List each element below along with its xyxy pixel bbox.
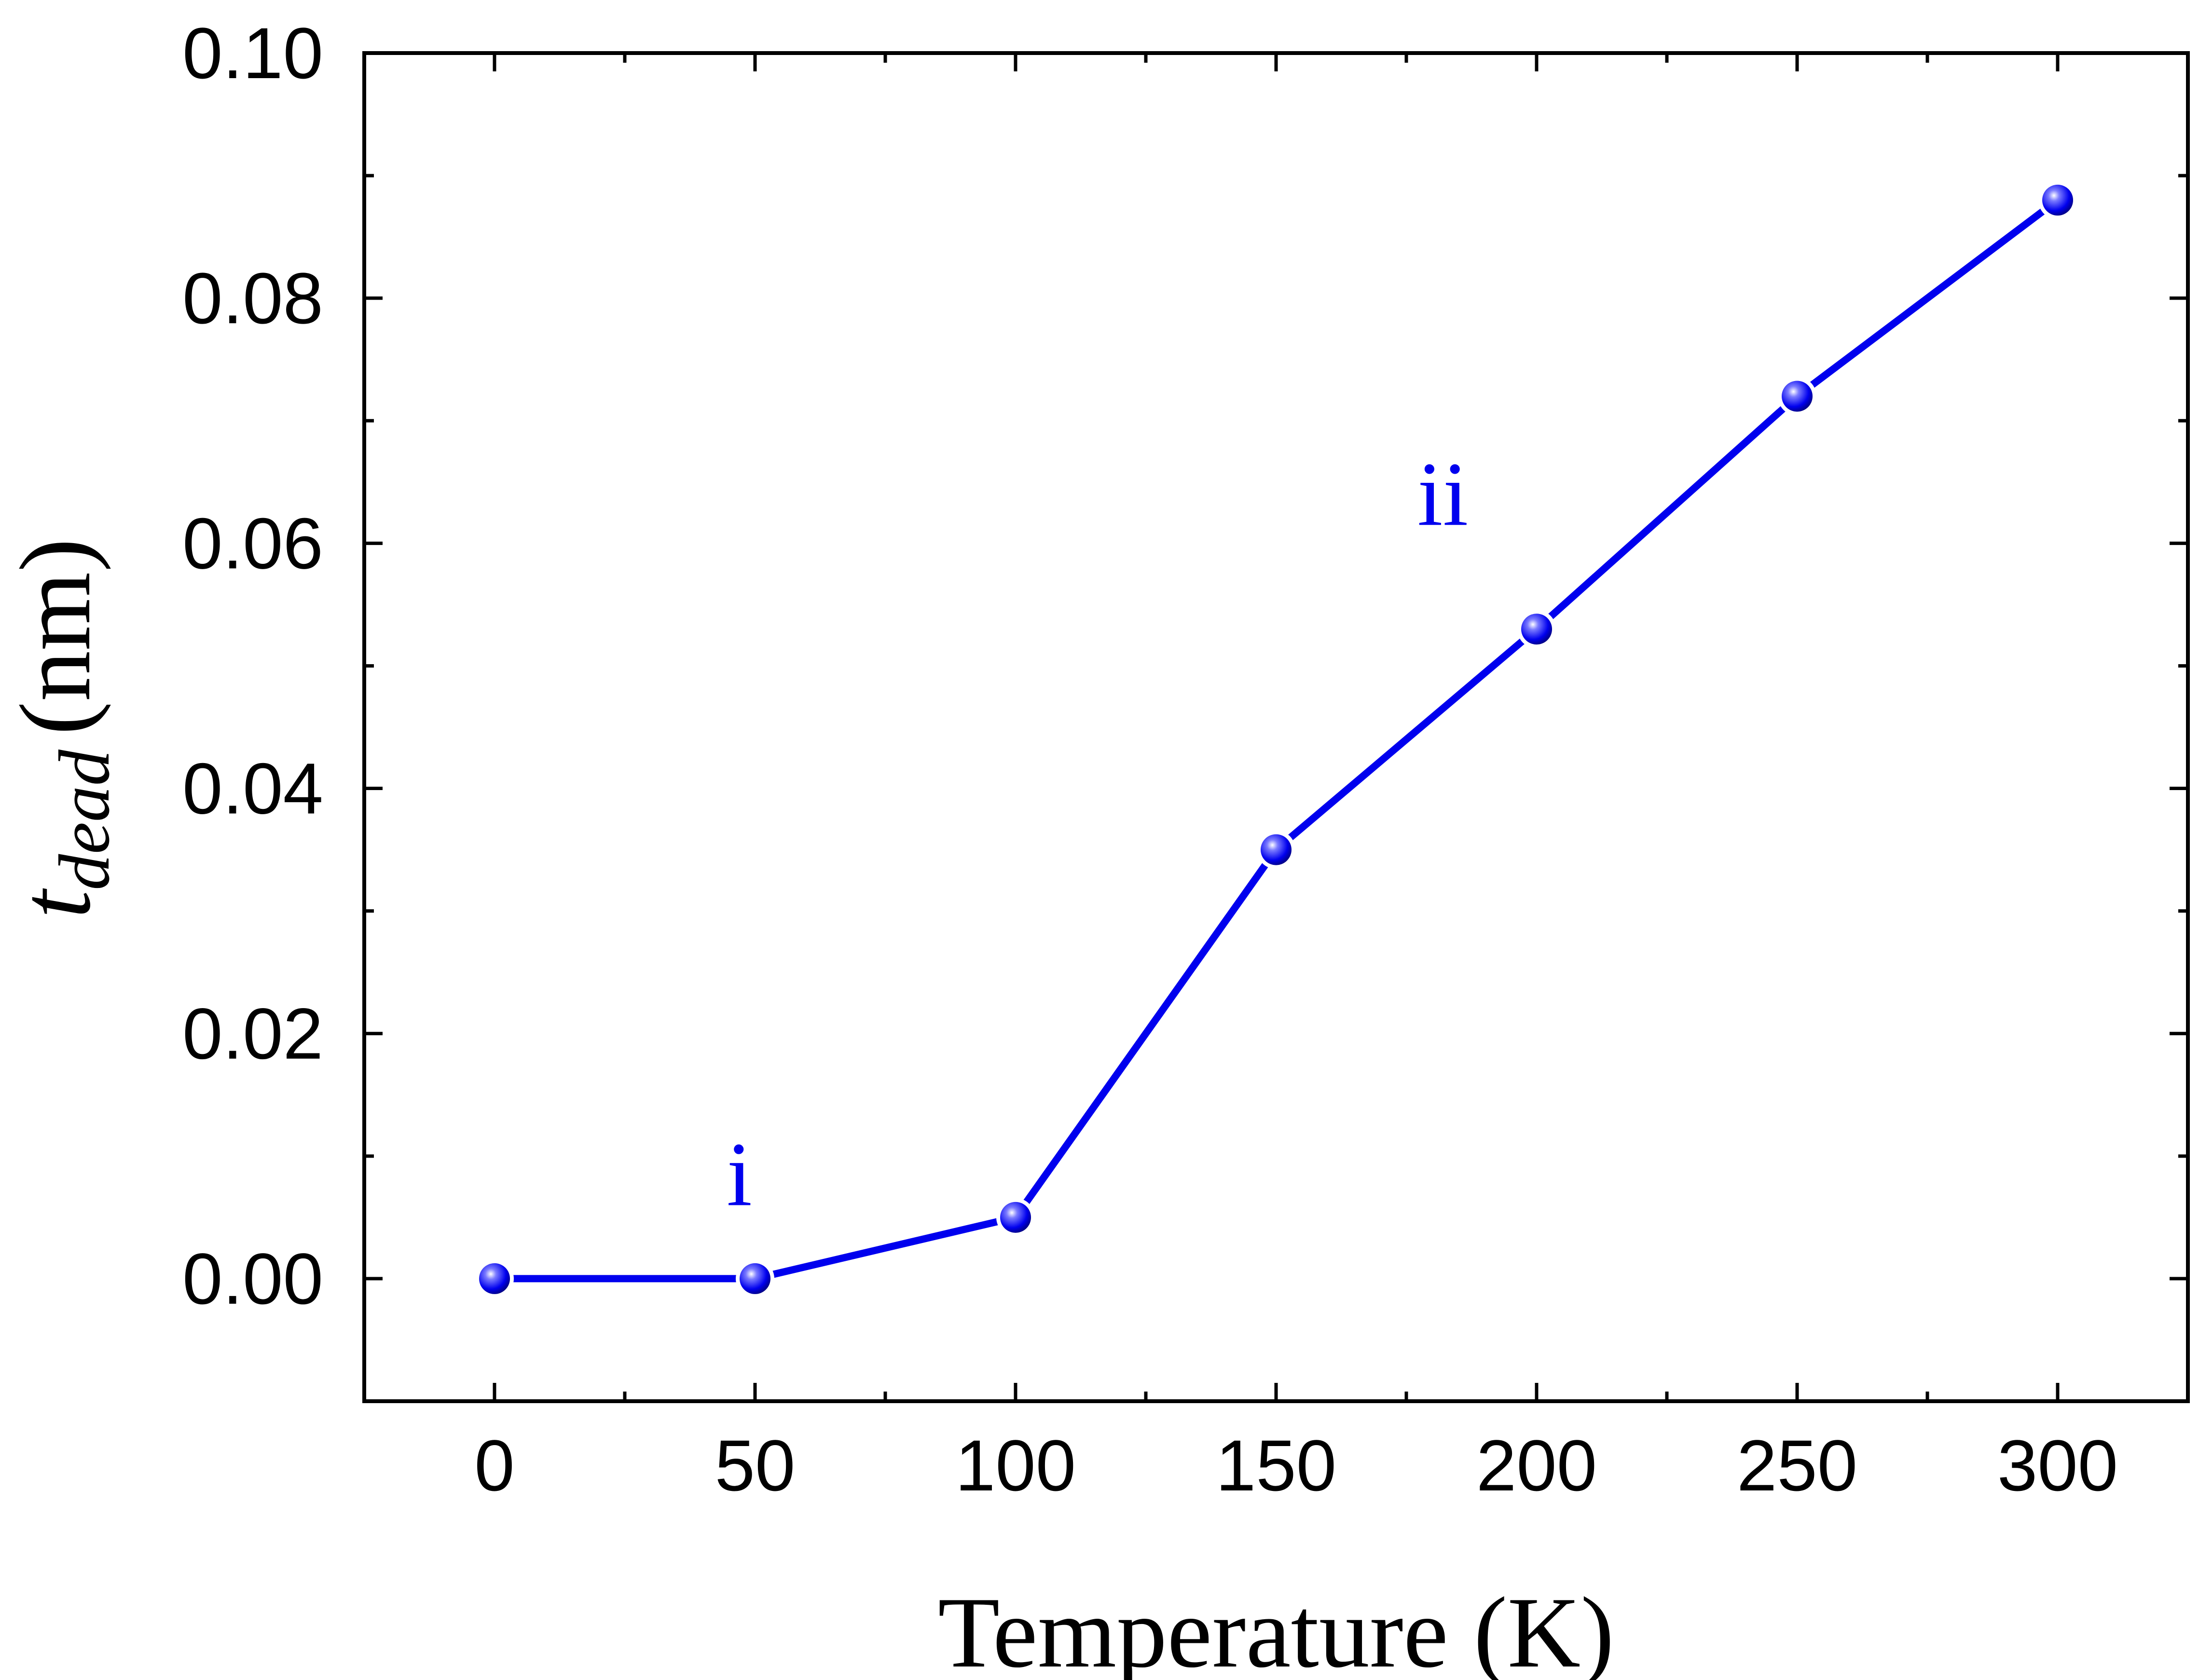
x-tick-label: 300 [1997, 1425, 2118, 1506]
x-tick-label: 100 [955, 1425, 1076, 1506]
data-point [740, 1263, 770, 1294]
plot-frame [362, 51, 2190, 1403]
annotation-label: i [727, 1124, 752, 1225]
y-axis-subscript: dead [44, 749, 124, 890]
y-tick-label: 0.08 [182, 258, 323, 339]
y-axis-title: tdead (nm) [0, 538, 124, 918]
axis-tick-labels: 0 50 100 150 200 250 300 0.00 0.02 0.04 0.06 0.08 0.… [182, 13, 2118, 1506]
annotation-label: ii [1417, 444, 1469, 545]
y-tick-label: 0.10 [182, 13, 323, 94]
axis-ticks [364, 51, 2188, 1403]
x-tick-label: 250 [1737, 1425, 1857, 1506]
x-tick-label: 150 [1216, 1425, 1336, 1506]
y-tick-label: 0.04 [182, 748, 323, 829]
data-point [479, 1263, 510, 1294]
series-layer [475, 180, 2077, 1298]
data-point [1000, 1202, 1031, 1233]
y-tick-label: 0.02 [182, 993, 323, 1074]
y-axis-symbol: t [0, 888, 111, 918]
annotation-layer: iii [727, 444, 1468, 1225]
x-tick-label: 200 [1476, 1425, 1597, 1506]
x-tick-label: 50 [715, 1425, 796, 1506]
data-point [1521, 614, 1552, 645]
y-tick-label: 0.00 [182, 1238, 323, 1319]
x-tick-label: 0 [474, 1425, 514, 1506]
data-point [1782, 381, 1813, 412]
x-axis-title: Temperature (K) [938, 1577, 1614, 1680]
data-point [1261, 834, 1292, 865]
data-point [2042, 184, 2073, 216]
y-tick-label: 0.06 [182, 503, 323, 584]
y-axis-unit: (nm) [0, 538, 111, 735]
series-line [495, 197, 2060, 1283]
